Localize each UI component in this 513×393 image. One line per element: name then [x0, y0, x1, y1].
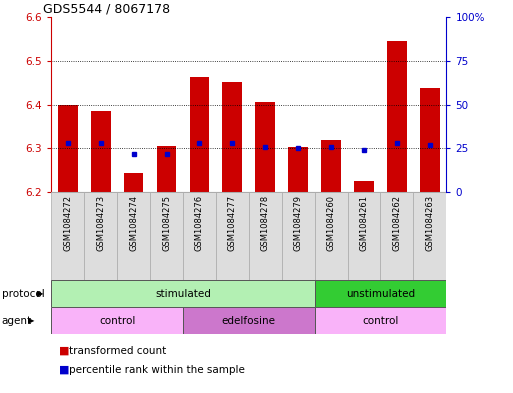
Bar [288, 147, 308, 192]
Bar [51, 192, 84, 280]
Bar [413, 192, 446, 280]
Text: GSM1084263: GSM1084263 [425, 195, 435, 251]
Text: GSM1084262: GSM1084262 [392, 195, 402, 251]
Text: ▶: ▶ [28, 316, 35, 325]
Text: GSM1084279: GSM1084279 [293, 195, 303, 251]
Bar [117, 192, 150, 280]
Bar [124, 173, 144, 192]
Text: GSM1084276: GSM1084276 [195, 195, 204, 251]
Text: ■: ■ [59, 365, 69, 375]
Bar [249, 192, 282, 280]
Bar [314, 192, 348, 280]
Bar [51, 280, 314, 307]
Text: GSM1084277: GSM1084277 [228, 195, 237, 251]
Text: control: control [362, 316, 399, 325]
Bar [216, 192, 249, 280]
Bar [51, 307, 183, 334]
Text: GSM1084260: GSM1084260 [327, 195, 336, 251]
Text: ▶: ▶ [37, 289, 44, 298]
Text: GSM1084272: GSM1084272 [63, 195, 72, 251]
Bar [156, 146, 176, 192]
Bar [223, 82, 242, 192]
Bar [58, 105, 77, 192]
Text: GDS5544 / 8067178: GDS5544 / 8067178 [44, 3, 170, 16]
Bar [314, 280, 446, 307]
Bar [150, 192, 183, 280]
Bar [348, 192, 381, 280]
Text: unstimulated: unstimulated [346, 288, 415, 299]
Text: edelfosine: edelfosine [222, 316, 276, 325]
Bar [354, 181, 374, 192]
Bar [183, 192, 216, 280]
Text: protocol: protocol [2, 288, 44, 299]
Text: GSM1084275: GSM1084275 [162, 195, 171, 251]
Text: stimulated: stimulated [155, 288, 211, 299]
Text: GSM1084261: GSM1084261 [360, 195, 368, 251]
Text: agent: agent [2, 316, 32, 325]
Text: GSM1084273: GSM1084273 [96, 195, 105, 251]
Text: GSM1084274: GSM1084274 [129, 195, 138, 251]
Text: GSM1084278: GSM1084278 [261, 195, 270, 251]
Text: transformed count: transformed count [69, 345, 167, 356]
Bar [282, 192, 314, 280]
Text: percentile rank within the sample: percentile rank within the sample [69, 365, 245, 375]
Bar [183, 307, 314, 334]
Text: control: control [99, 316, 135, 325]
Bar [255, 103, 275, 192]
Bar [189, 77, 209, 192]
Bar [420, 88, 440, 192]
Bar [381, 192, 413, 280]
Text: ■: ■ [59, 345, 69, 356]
Bar [84, 192, 117, 280]
Bar [91, 111, 110, 192]
Bar [314, 307, 446, 334]
Bar [387, 41, 407, 192]
Bar [321, 140, 341, 192]
